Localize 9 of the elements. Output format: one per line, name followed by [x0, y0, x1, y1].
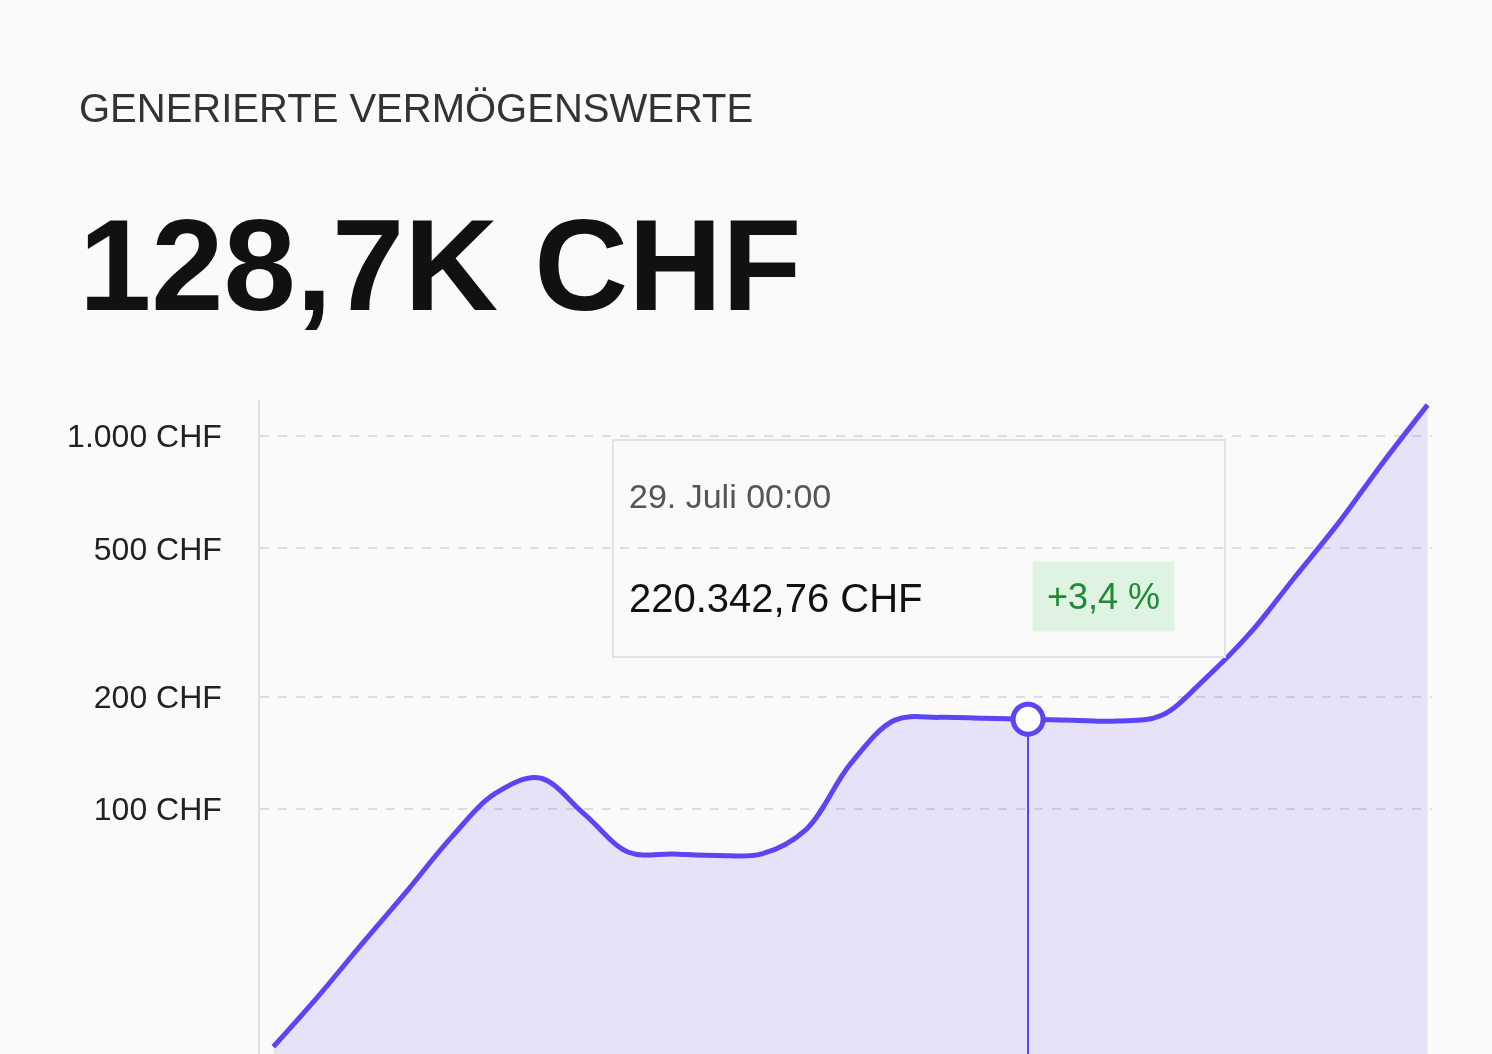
- chart-title: GENERIERTE VERMÖGENSWERTE: [79, 86, 754, 130]
- annotation: 220.342,76 CHF: [629, 576, 923, 620]
- annotation: +3,4 %: [1047, 576, 1161, 617]
- chart-subtitle: 128,7K CHF: [79, 192, 802, 338]
- annotation: 29. Juli 00:00: [629, 477, 832, 515]
- y-tick-label: 500 CHF: [93, 530, 222, 567]
- y-tick-label: 1.000 CHF: [67, 418, 222, 455]
- y-tick-label: 200 CHF: [93, 678, 222, 715]
- y-tick-label: 100 CHF: [93, 791, 222, 828]
